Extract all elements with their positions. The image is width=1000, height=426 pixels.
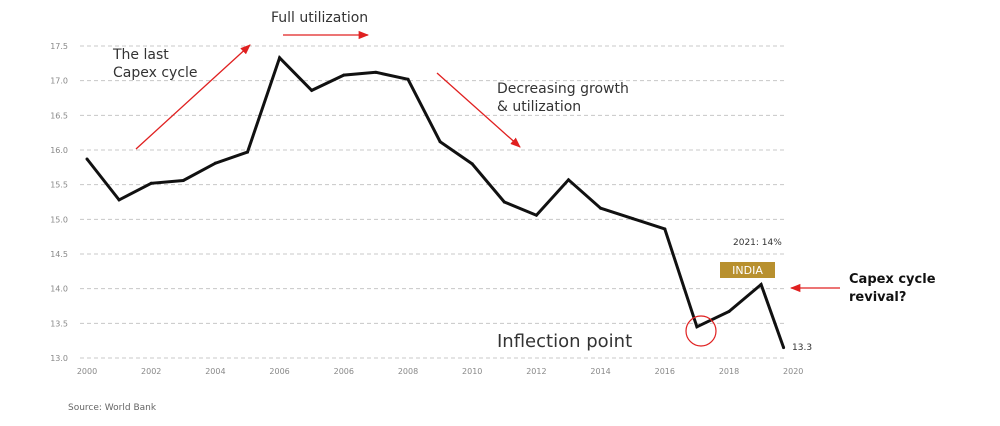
data-point: [663, 227, 667, 231]
data-point: [278, 56, 282, 60]
data-point: [727, 310, 731, 314]
x-tick-label: 2020: [783, 367, 803, 376]
data-point: [213, 161, 217, 165]
decreasing-label-line2: & utilization: [497, 99, 581, 115]
gridlines: [80, 45, 785, 359]
capex-arrow: [135, 44, 251, 150]
x-tick-label: 2008: [398, 367, 418, 376]
y-tick-label: 14.0: [50, 285, 68, 294]
data-point: [374, 70, 378, 74]
y-tick-label: 13.0: [50, 354, 68, 363]
inflection-circle: [685, 315, 717, 347]
data-point: [782, 346, 786, 350]
x-tick-label: 2000: [77, 367, 97, 376]
data-point: [85, 157, 89, 161]
data-point: [310, 88, 314, 92]
decreasing-arrow: [436, 72, 521, 148]
full-utilization-label: Full utilization: [271, 10, 368, 26]
y-tick-label: 17.5: [50, 42, 68, 51]
data-point: [149, 181, 153, 185]
x-tick-label: 2018: [719, 367, 739, 376]
india-badge-label: INDIA: [732, 264, 763, 277]
data-point: [470, 162, 474, 166]
y-tick-label: 15.5: [50, 181, 68, 190]
x-tick-label: 2010: [462, 367, 482, 376]
value-2021-label: 2021: 14%: [733, 238, 782, 248]
data-point: [567, 178, 570, 182]
x-tick-label: 2006: [269, 367, 289, 376]
data-point: [631, 217, 635, 221]
end-value-label: 13.3: [792, 343, 812, 353]
y-tick-label: 16.5: [50, 111, 68, 120]
x-axis-ticks: 2000 2002 2004 2006 2006 2008 2010 2012 2014 2016…: [77, 367, 804, 376]
inflection-label: Inflection point: [497, 331, 632, 352]
data-point: [759, 283, 763, 287]
data-point: [246, 150, 249, 154]
x-tick-label: 2014: [590, 367, 610, 376]
data-point: [342, 73, 346, 77]
y-tick-label: 17.0: [50, 77, 68, 86]
data-point: [599, 206, 603, 210]
x-tick-label: 2012: [526, 367, 546, 376]
last-capex-label-line2: Capex cycle: [113, 65, 198, 81]
x-tick-label: 2002: [141, 367, 161, 376]
y-tick-label: 15.0: [50, 215, 68, 224]
data-point: [438, 140, 442, 144]
series-line: [85, 55, 786, 349]
capex-revival-line2: revival?: [849, 290, 906, 305]
y-tick-label: 14.5: [50, 250, 68, 259]
x-tick-label: 2016: [655, 367, 675, 376]
y-axis-ticks: 13.0 13.5 14.0 14.5 15.0 15.5 16.0 16.5 17.0 17.5: [50, 42, 68, 363]
capex-revival-line1: Capex cycle: [849, 272, 936, 287]
source-note: Source: World Bank: [68, 403, 157, 413]
y-tick-label: 13.5: [50, 319, 68, 328]
data-point: [695, 325, 699, 329]
data-point: [534, 213, 538, 217]
data-point: [181, 179, 185, 183]
decreasing-label-line1: Decreasing growth: [497, 81, 629, 97]
india-badge: [720, 262, 775, 278]
last-capex-label-line1: The last: [112, 47, 169, 63]
x-tick-label: 2004: [205, 367, 225, 376]
x-tick-label: 2006: [334, 367, 354, 376]
data-point: [117, 198, 121, 202]
y-tick-label: 16.0: [50, 146, 68, 155]
data-point: [406, 77, 410, 81]
data-point: [502, 200, 506, 204]
